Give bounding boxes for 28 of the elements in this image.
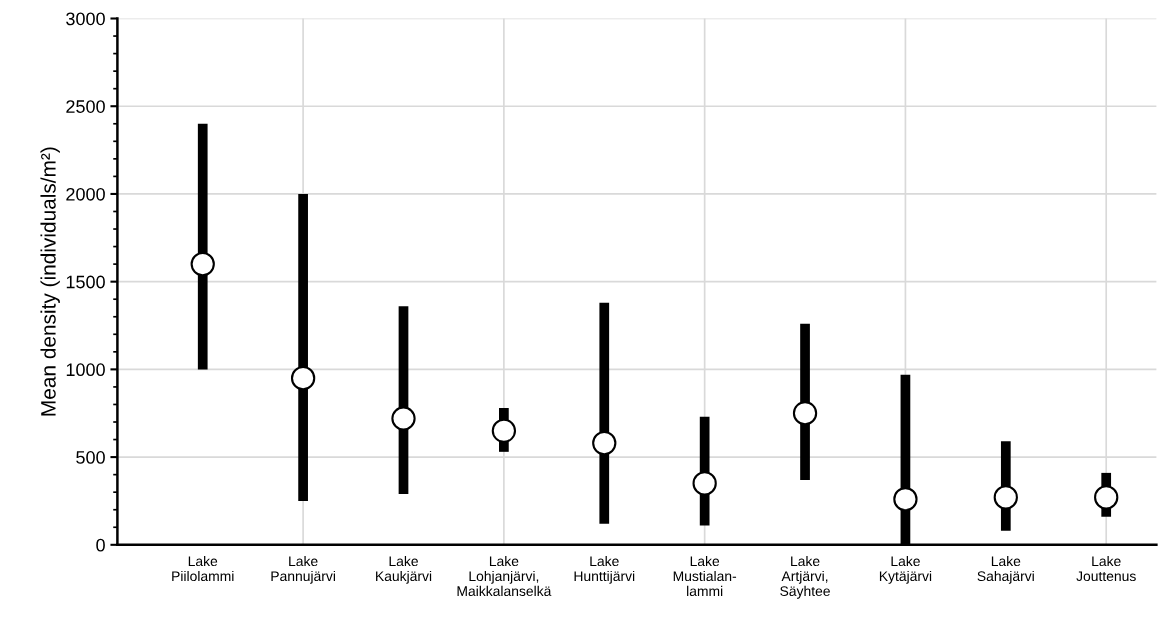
point [792, 401, 818, 426]
y-tick-label: 0 [96, 538, 105, 552]
point [491, 418, 517, 443]
x-tick-label: Lake Jouttenus [1076, 555, 1136, 582]
point [893, 487, 918, 512]
point [1094, 485, 1119, 510]
point [692, 471, 717, 496]
x-tick-label: Lake Kaukjärvi [376, 555, 432, 584]
y-tick-label: 3000 [66, 12, 105, 26]
point [993, 485, 1018, 510]
x-tick-label: Lake Pannujärvi [271, 555, 335, 584]
x-tick-label: Lake Sahajärvi [977, 555, 1034, 584]
x-tick-label: Lake Kytäjärvi [879, 555, 932, 584]
x-tick-label: Lake Piilolammi [172, 555, 234, 582]
y-tick-label: 2000 [66, 187, 105, 201]
x-tick-label: Lake Mustialan- lammi [673, 555, 737, 597]
point [592, 430, 617, 456]
y-tick-label: 1000 [66, 363, 105, 377]
point [190, 251, 215, 277]
y-tick-label: 2500 [66, 100, 105, 113]
x-tick-label: Lake Lohjanjärvi, Maikkalanselkä [457, 555, 552, 597]
x-tick-label: Lake Artjärvi, Säyhtee [780, 555, 830, 599]
point [391, 406, 416, 431]
y-tick-label: 1500 [66, 275, 105, 289]
point [290, 366, 316, 391]
y-tick-label: 500 [76, 451, 105, 464]
x-tick-label: Lake Hunttijärvi [574, 555, 635, 584]
y-axis-title: Mean density (individuals/m²) [40, 147, 60, 416]
